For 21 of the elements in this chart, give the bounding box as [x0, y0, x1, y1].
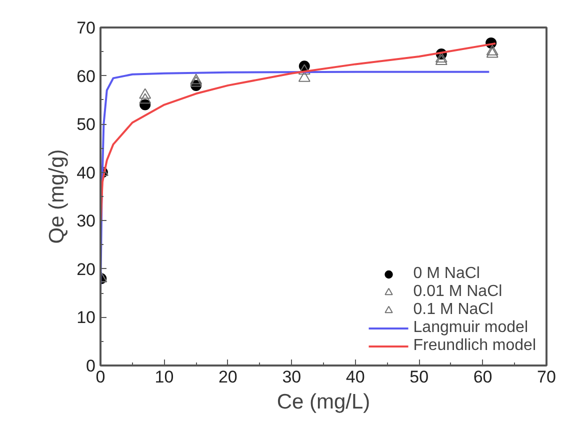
y-tick-label: 60 — [76, 66, 96, 86]
legend-label: Freundlich model — [413, 337, 536, 355]
legend-label: 0 M NaCl — [413, 265, 480, 283]
legend-label: Langmuir model — [413, 319, 528, 337]
x-axis-title: Ce (mg/L) — [276, 390, 370, 414]
x-tick-label: 30 — [282, 368, 302, 386]
y-tick-label: 50 — [76, 115, 96, 134]
y-axis-title: Qe (mg/g) — [46, 149, 69, 244]
x-tick-label: 60 — [473, 368, 492, 386]
x-tick-label: 50 — [410, 368, 429, 386]
legend-label: 0.01 M NaCl — [413, 283, 502, 301]
y-tick-label: 30 — [76, 212, 96, 231]
y-tick-label: 40 — [76, 163, 96, 182]
x-tick-label: 70 — [537, 368, 556, 386]
y-tick-label: 10 — [76, 308, 96, 328]
legend-label: 0.1 M NaCl — [413, 301, 494, 319]
y-tick-label: 20 — [76, 260, 96, 279]
x-tick-label: 40 — [346, 368, 365, 386]
x-tick-label: 20 — [218, 368, 238, 386]
x-tick-label: 10 — [154, 368, 174, 386]
y-tick-label: 70 — [76, 18, 96, 38]
